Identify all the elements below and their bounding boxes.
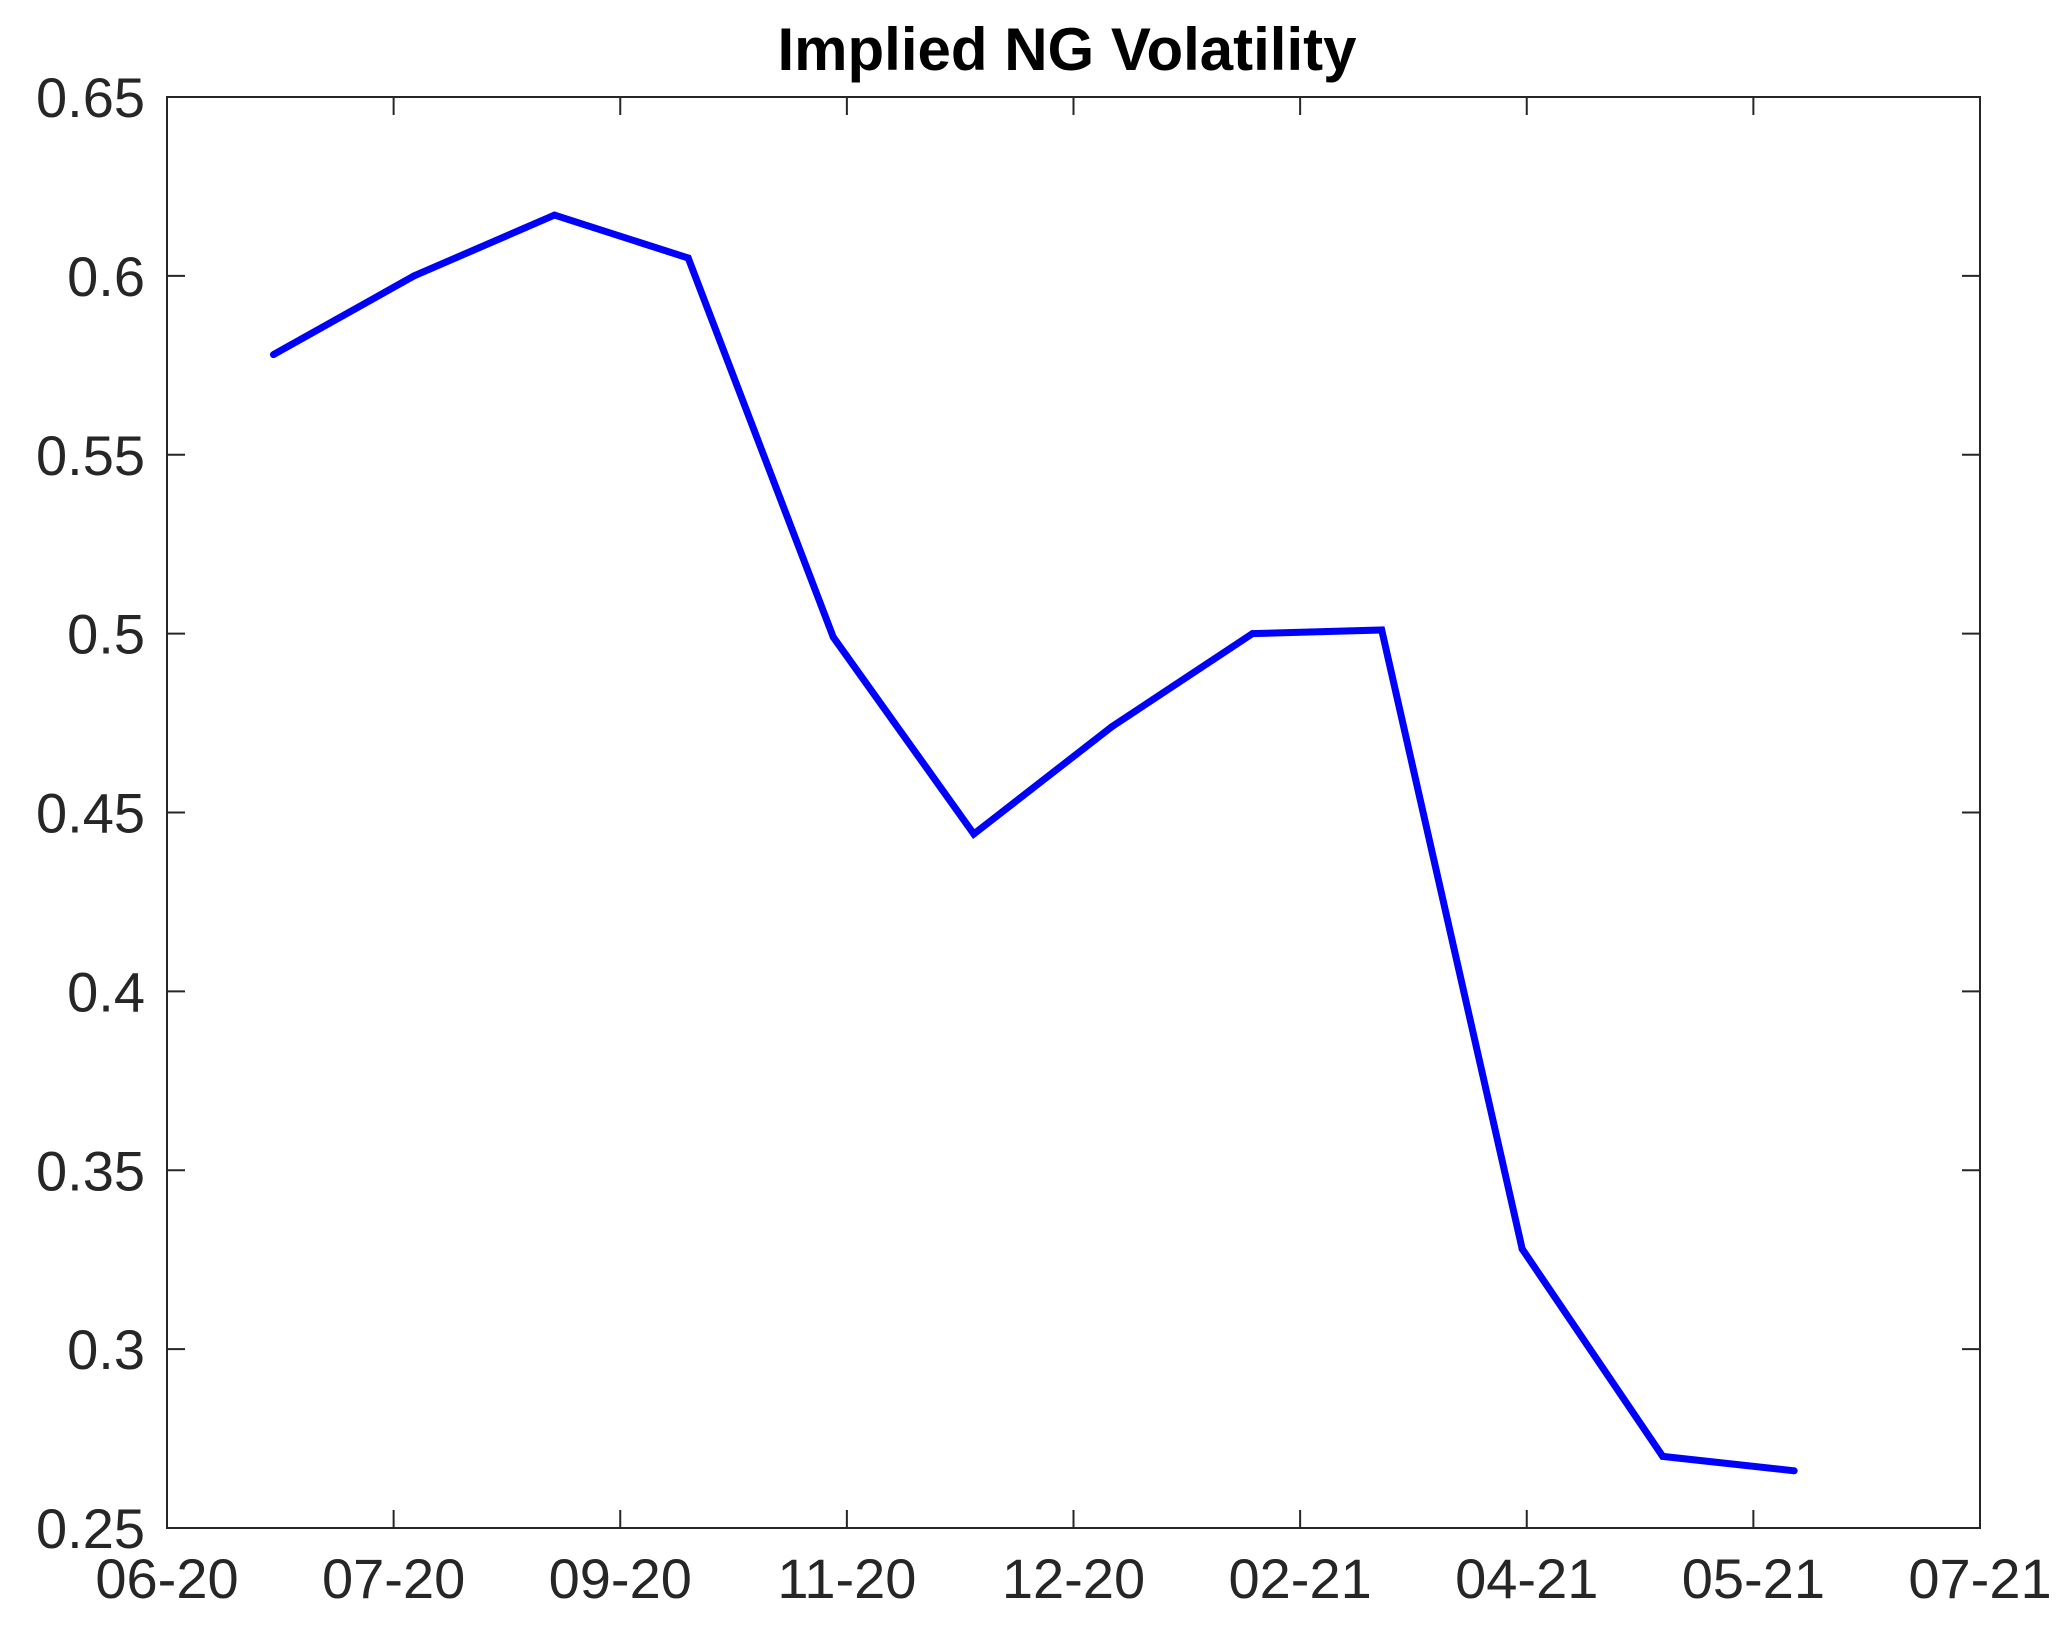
x-tick-label: 06-20 (95, 1547, 238, 1610)
y-tick-label: 0.4 (67, 960, 145, 1023)
y-tick-label: 0.5 (67, 603, 145, 666)
chart-title: Implied NG Volatility (778, 16, 1358, 83)
x-tick-label: 02-21 (1229, 1547, 1372, 1610)
series-layer (270, 211, 1798, 1475)
x-tick-label: 04-21 (1455, 1547, 1598, 1610)
y-tick-label: 0.6 (67, 245, 145, 308)
data-point (684, 254, 692, 262)
data-point (1790, 1467, 1798, 1475)
data-point (970, 830, 978, 838)
x-tick-label: 05-21 (1682, 1547, 1825, 1610)
data-point (829, 633, 837, 641)
axis-tick-labels: 06-20 07-20 09-20 11-20 12-20 02-21 04-21 05-21… (36, 66, 2052, 1610)
data-point (270, 351, 277, 359)
y-tick-label: 0.3 (67, 1318, 145, 1381)
x-tick-label: 12-20 (1002, 1547, 1145, 1610)
x-tick-label: 07-20 (322, 1547, 465, 1610)
axis-ticks (166, 96, 1981, 1529)
data-point (1249, 630, 1256, 638)
data-point (1518, 1245, 1526, 1253)
y-tick-label: 0.35 (36, 1139, 145, 1202)
x-tick-label: 09-20 (549, 1547, 692, 1610)
y-tick-label: 0.55 (36, 424, 145, 487)
y-tick-label: 0.65 (36, 66, 145, 129)
x-tick-label: 11-20 (777, 1547, 916, 1610)
series-line (271, 211, 1795, 1475)
data-point (551, 211, 558, 219)
data-point (1659, 1452, 1667, 1460)
data-point (1108, 723, 1116, 731)
x-tick-label: 07-21 (1908, 1547, 2051, 1610)
y-tick-label: 0.45 (36, 782, 145, 845)
data-point (1378, 626, 1386, 634)
data-point (410, 272, 418, 280)
y-tick-label: 0.25 (36, 1497, 145, 1560)
